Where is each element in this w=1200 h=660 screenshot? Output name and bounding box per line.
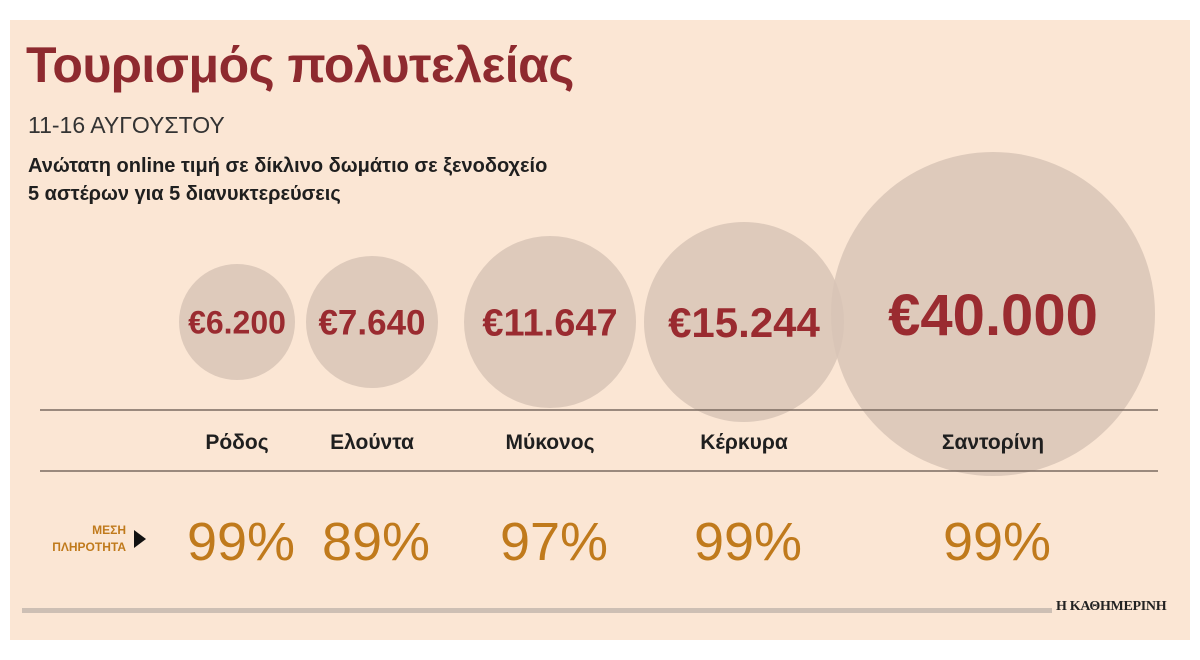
- occupancy-value: 99%: [694, 512, 802, 572]
- price-label: €7.640: [318, 304, 425, 343]
- occupancy-label-line-1: ΜΕΣΗ: [92, 523, 126, 537]
- occupancy-value: 99%: [943, 512, 1051, 572]
- price-label: €15.244: [668, 299, 820, 346]
- description-line-1: Ανώτατη online τιμή σε δίκλινο δωμάτιο σ…: [28, 155, 548, 177]
- city-label: Ρόδος: [205, 431, 268, 454]
- chart-description: Ανώτατη online τιμή σε δίκλινο δωμάτιο σ…: [28, 152, 688, 208]
- footer-rule: [22, 608, 1052, 613]
- source-credit: Η ΚΑΘΗΜΕΡΙΝΗ: [1056, 599, 1167, 614]
- city-label: Ελούντα: [330, 431, 414, 454]
- price-bubble: [464, 236, 636, 408]
- price-label: €11.647: [482, 303, 617, 345]
- city-label: Σαντορίνη: [942, 431, 1044, 454]
- occupancy-label-line-2: ΠΛΗΡΟΤΗΤΑ: [52, 540, 126, 554]
- chart-title: Τουρισμός πολυτελείας: [26, 37, 574, 93]
- price-bubble: [306, 256, 438, 388]
- triangle-pointer-icon: [134, 530, 146, 548]
- price-bubble: [644, 222, 844, 422]
- occupancy-value: 97%: [500, 512, 608, 572]
- infographic-panel: Τουρισμός πολυτελείας 11-16 ΑΥΓΟΥΣΤΟΥ Αν…: [10, 20, 1190, 640]
- price-label: €6.200: [188, 305, 286, 341]
- chart-subtitle: 11-16 ΑΥΓΟΥΣΤΟΥ: [28, 112, 225, 138]
- city-label: Μύκονος: [506, 431, 595, 454]
- bubble-chart: €6.200 €7.640 €11.647 €15.244 €40.000 Ρόδος Ελ…: [40, 152, 1158, 572]
- occupancy-value: 89%: [322, 512, 430, 572]
- occupancy-value: 99%: [187, 512, 295, 572]
- description-line-2: 5 αστέρων για 5 διανυκτερεύσεις: [28, 183, 341, 205]
- price-bubble: [179, 264, 295, 380]
- price-bubble: [831, 152, 1155, 476]
- city-label: Κέρκυρα: [700, 431, 788, 454]
- price-label: €40.000: [888, 283, 1098, 348]
